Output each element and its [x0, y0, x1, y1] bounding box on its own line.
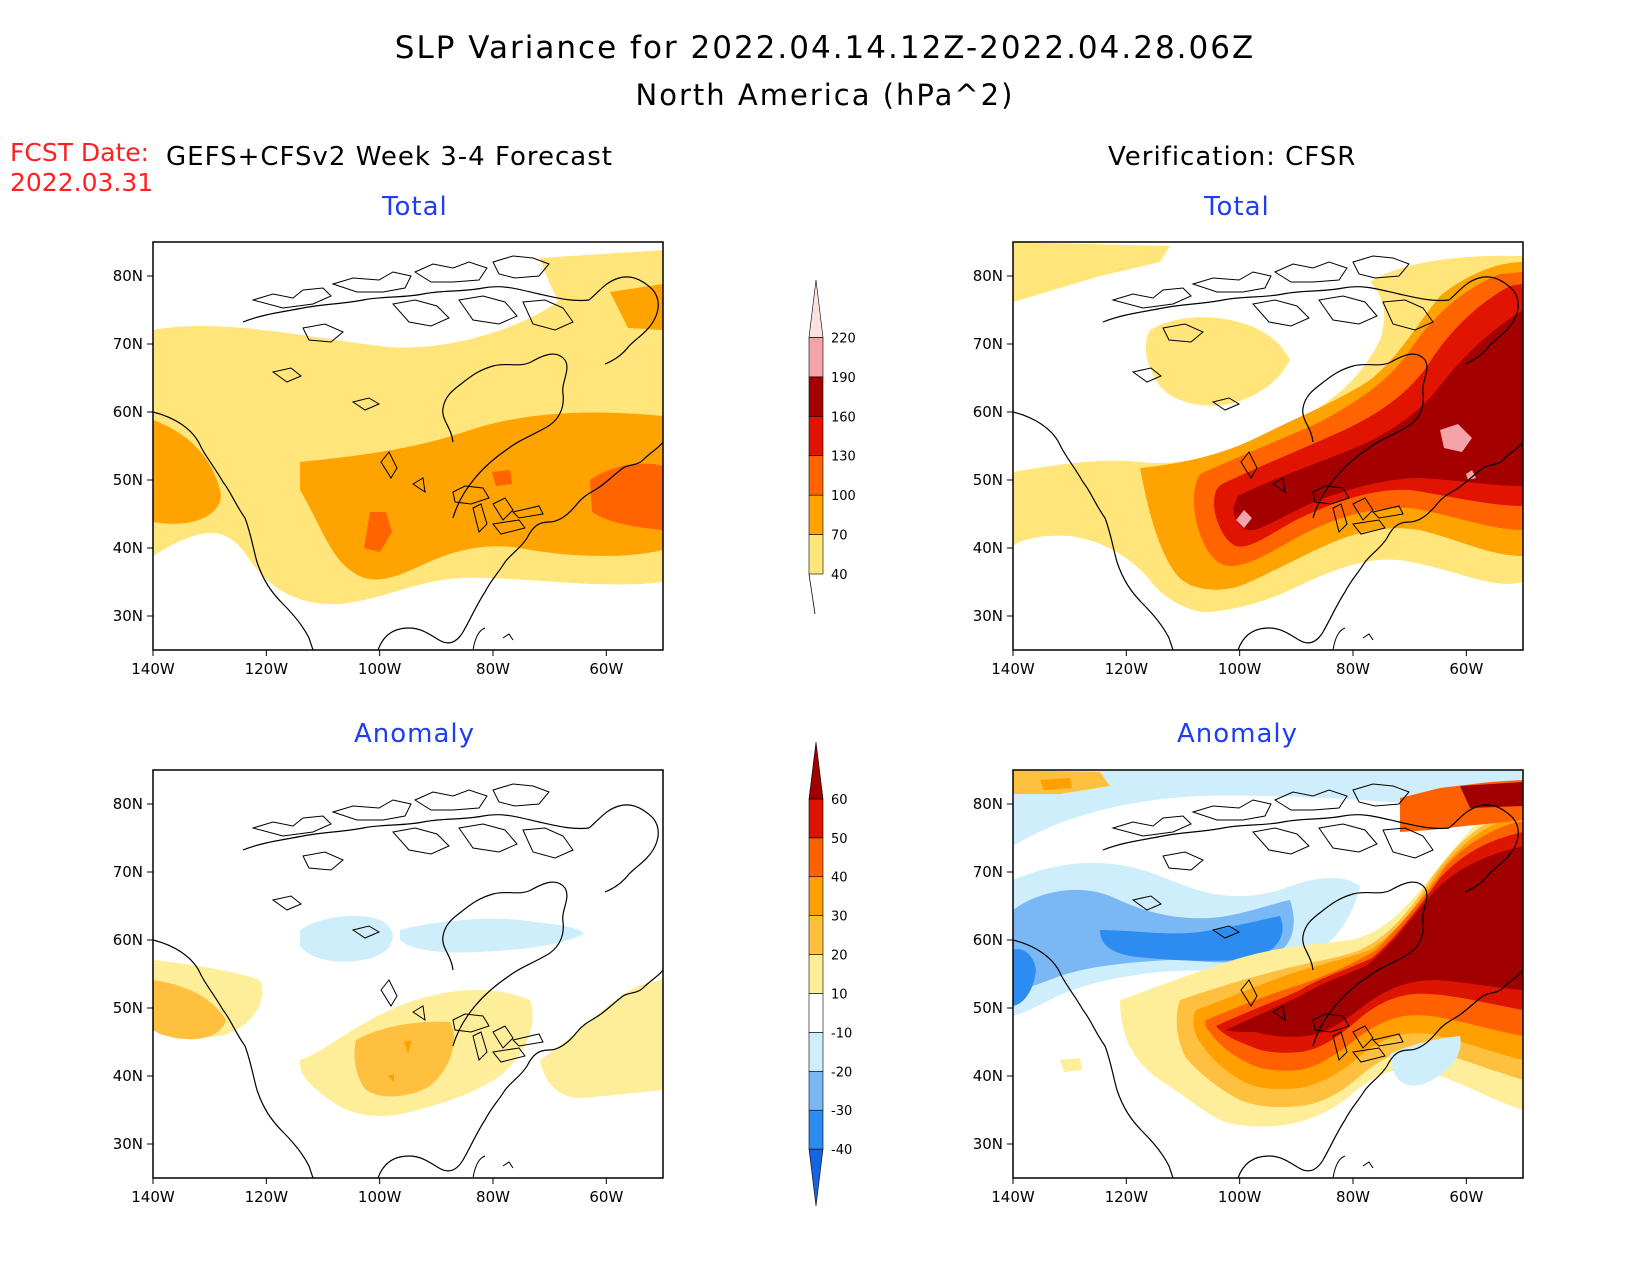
- lon-tick-label: 60W: [589, 660, 623, 678]
- lat-tick-label: 80N: [113, 267, 143, 285]
- lat-tick-label: 30N: [973, 607, 1003, 625]
- lat-tick-label: 70N: [973, 335, 1003, 353]
- lat-tick-label: 50N: [113, 471, 143, 489]
- colorbar-total-label: 220: [831, 331, 856, 346]
- lat-tick-label: 80N: [113, 795, 143, 813]
- lat-tick-label: 60N: [113, 403, 143, 421]
- page-title: SLP Variance for 2022.04.14.12Z-2022.04.…: [394, 30, 1256, 66]
- colorbar-total-swatch: [808, 337, 824, 378]
- lat-tick-label: 50N: [113, 999, 143, 1017]
- colorbar-total-swatch: [808, 415, 824, 457]
- lat-tick-label: 40N: [113, 1067, 143, 1085]
- lat-tick-label: 40N: [973, 1067, 1003, 1085]
- lat-tick-label: 40N: [973, 539, 1003, 557]
- fcst-date-value: 2022.03.31: [10, 168, 154, 197]
- lon-tick-label: 80W: [476, 1188, 510, 1206]
- colorbar-total-swatch: [808, 534, 824, 575]
- colorbar-anomaly-swatch: [808, 915, 824, 955]
- colorbar-anomaly-label: -40: [831, 1143, 852, 1158]
- colorbar-anomaly-swatch: [808, 1109, 824, 1150]
- colorbar-anomaly-swatch: [808, 1148, 824, 1207]
- colorbar-anomaly-label: 10: [831, 987, 848, 1002]
- colorbar-anomaly-swatch: [808, 954, 824, 994]
- lon-tick-label: 100W: [358, 660, 402, 678]
- map-axes: 140W 120W 100W 80W 60W 30N 40N 50N 60N 70N 80N 140W…: [113, 267, 1484, 1206]
- map-panel-forecast-anomaly: [152, 769, 664, 1179]
- lon-tick-label: 80W: [476, 660, 510, 678]
- lon-tick-label: 120W: [1105, 660, 1149, 678]
- colorbar-anomaly-label: -10: [831, 1026, 852, 1041]
- map-panel-verification-anomaly: [1012, 769, 1524, 1179]
- lat-tick-label: 70N: [113, 863, 143, 881]
- colorbar-total-label: 130: [831, 450, 856, 465]
- lat-tick-label: 30N: [113, 1135, 143, 1153]
- colorbar-anomaly-swatch: [808, 993, 824, 1033]
- colorbar-total-label: 160: [831, 410, 856, 425]
- lat-tick-label: 70N: [113, 335, 143, 353]
- lon-tick-label: 120W: [245, 660, 289, 678]
- colorbar-anomaly-swatch: [808, 1070, 824, 1111]
- lon-tick-label: 60W: [1449, 660, 1483, 678]
- lat-tick-label: 60N: [113, 931, 143, 949]
- colorbar-total-swatch: [808, 494, 824, 535]
- colorbar-anomaly-swatch: [808, 741, 824, 800]
- colorbar-anomaly: -40 -30 -20 -10 10 20 30 40 50 60: [808, 741, 852, 1207]
- lon-tick-label: 60W: [1449, 1188, 1483, 1206]
- lon-tick-label: 140W: [991, 1188, 1035, 1206]
- colorbar-total-swatch: [808, 376, 824, 417]
- colorbar-anomaly-label: 60: [831, 793, 848, 808]
- colorbar-total-label: 40: [831, 568, 848, 583]
- lon-tick-label: 60W: [589, 1188, 623, 1206]
- lat-tick-label: 40N: [113, 539, 143, 557]
- colorbar-anomaly-label: -20: [831, 1065, 852, 1080]
- lon-tick-label: 80W: [1336, 660, 1370, 678]
- colorbar-anomaly-label: 40: [831, 871, 848, 886]
- map-panel-forecast-total: [152, 241, 664, 651]
- colorbar-total-label: 100: [831, 489, 856, 504]
- lon-tick-label: 100W: [1218, 1188, 1262, 1206]
- fcst-date-label: FCST Date:: [10, 138, 150, 167]
- colorbar-anomaly-swatch: [808, 798, 824, 839]
- lon-tick-label: 120W: [245, 1188, 289, 1206]
- lat-tick-label: 80N: [973, 267, 1003, 285]
- page-subtitle: North America (hPa^2): [635, 78, 1015, 112]
- lat-tick-label: 70N: [973, 863, 1003, 881]
- map-panel-verification-total: [1012, 241, 1524, 651]
- colorbar-total-swatch: [808, 455, 824, 496]
- colorbar-anomaly-swatch: [808, 876, 824, 916]
- colorbar-anomaly-label: 50: [831, 832, 848, 847]
- colorbar-total-label: 70: [831, 529, 848, 544]
- lat-tick-label: 60N: [973, 931, 1003, 949]
- colorbar-anomaly-swatch: [808, 1032, 824, 1072]
- lon-tick-label: 140W: [991, 660, 1035, 678]
- lon-tick-label: 100W: [1218, 660, 1262, 678]
- lon-tick-label: 80W: [1336, 1188, 1370, 1206]
- colorbar-anomaly-swatch: [808, 837, 824, 878]
- colorbar-total-tail: [808, 573, 816, 615]
- lat-tick-label: 30N: [113, 607, 143, 625]
- lat-tick-label: 60N: [973, 403, 1003, 421]
- colorbar-total-swatch: [808, 279, 824, 338]
- verification-column-title: Verification: CFSR: [1108, 142, 1357, 172]
- lat-tick-label: 30N: [973, 1135, 1003, 1153]
- panel-title-forecast-anomaly: Anomaly: [354, 719, 476, 749]
- fcst-date-block: FCST Date: 2022.03.31: [10, 138, 153, 198]
- colorbar-anomaly-label: 30: [831, 910, 848, 925]
- lat-tick-label: 50N: [973, 471, 1003, 489]
- colorbar-anomaly-label: 20: [831, 949, 848, 964]
- lat-tick-label: 50N: [973, 999, 1003, 1017]
- colorbar-total: 40 70 100 130 160 190 220: [808, 279, 856, 615]
- forecast-column-title: GEFS+CFSv2 Week 3-4 Forecast: [166, 142, 613, 172]
- colorbar-anomaly-label: -30: [831, 1104, 852, 1119]
- lon-tick-label: 100W: [358, 1188, 402, 1206]
- panel-title-verification-total: Total: [1204, 192, 1270, 222]
- lon-tick-label: 120W: [1105, 1188, 1149, 1206]
- colorbar-total-label: 190: [831, 371, 856, 386]
- panel-title-verification-anomaly: Anomaly: [1177, 719, 1299, 749]
- panel-title-forecast-total: Total: [382, 192, 448, 222]
- lon-tick-label: 140W: [131, 660, 175, 678]
- lon-tick-label: 140W: [131, 1188, 175, 1206]
- lat-tick-label: 80N: [973, 795, 1003, 813]
